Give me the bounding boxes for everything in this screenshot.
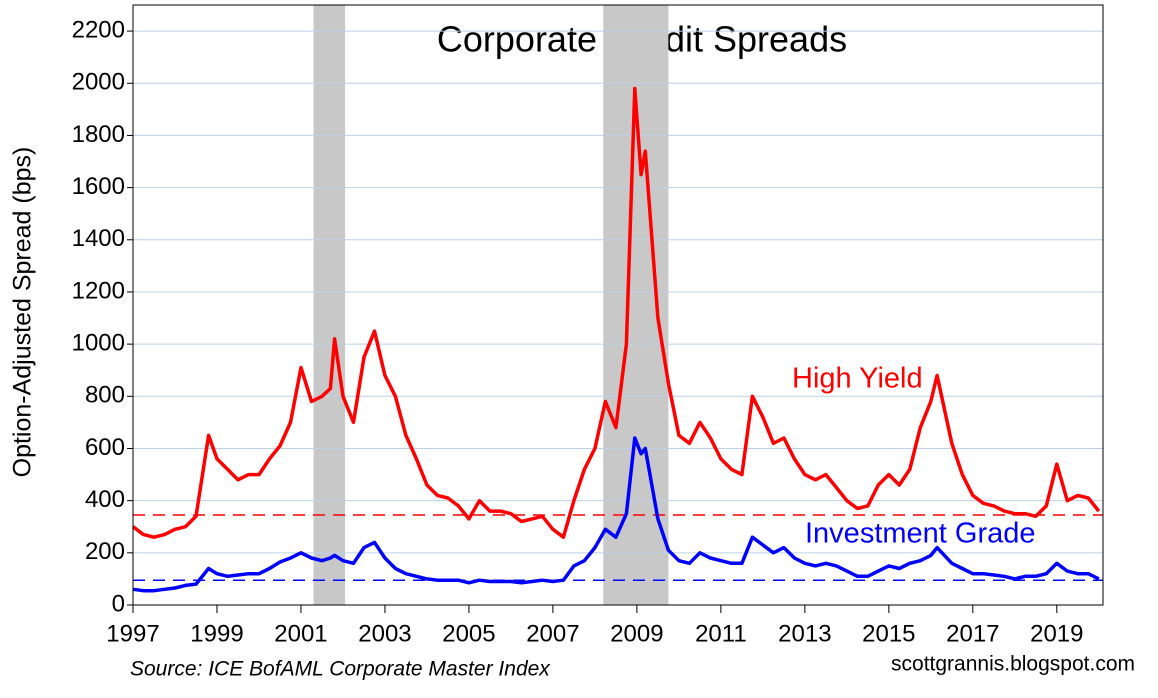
series-label: High Yield bbox=[792, 363, 923, 395]
y-tick-label: 2000 bbox=[72, 69, 125, 96]
x-tick-label: 2009 bbox=[610, 620, 663, 647]
y-tick-label: 200 bbox=[85, 538, 125, 565]
series-line bbox=[132, 436, 1100, 593]
credit: scottgrannis.blogspot.com bbox=[891, 653, 1135, 676]
x-tick-label: 2005 bbox=[442, 620, 495, 647]
x-tick-label: 2007 bbox=[526, 620, 579, 647]
y-tick-label: 1000 bbox=[72, 329, 125, 356]
plot-frame bbox=[132, 4, 1104, 606]
series-label: Investment Grade bbox=[805, 518, 1036, 550]
y-tick-label: 1600 bbox=[72, 173, 125, 200]
x-tick-label: 2019 bbox=[1030, 620, 1083, 647]
x-tick-label: 2015 bbox=[862, 620, 915, 647]
x-tick-label: 2017 bbox=[946, 620, 999, 647]
source-note: Source: ICE BofAML Corporate Master Inde… bbox=[130, 658, 551, 681]
y-tick-label: 400 bbox=[85, 486, 125, 513]
y-tick-label: 1200 bbox=[72, 277, 125, 304]
y-axis-label: Option-Adjusted Spread (bps) bbox=[9, 147, 37, 478]
x-tick-label: 2001 bbox=[274, 620, 327, 647]
x-tick-label: 2003 bbox=[358, 620, 411, 647]
x-tick-label: 2013 bbox=[778, 620, 831, 647]
y-tick-label: 600 bbox=[85, 434, 125, 461]
x-tick-label: 1999 bbox=[190, 620, 243, 647]
y-tick-label: 0 bbox=[112, 590, 125, 617]
y-tick-label: 1800 bbox=[72, 121, 125, 148]
y-tick-label: 800 bbox=[85, 382, 125, 409]
x-tick-label: 1997 bbox=[106, 620, 159, 647]
series-line bbox=[131, 86, 1101, 539]
y-tick-label: 1400 bbox=[72, 225, 125, 252]
y-tick-label: 2200 bbox=[72, 16, 125, 43]
recession-shade bbox=[313, 5, 346, 605]
x-tick-label: 2011 bbox=[695, 620, 747, 647]
